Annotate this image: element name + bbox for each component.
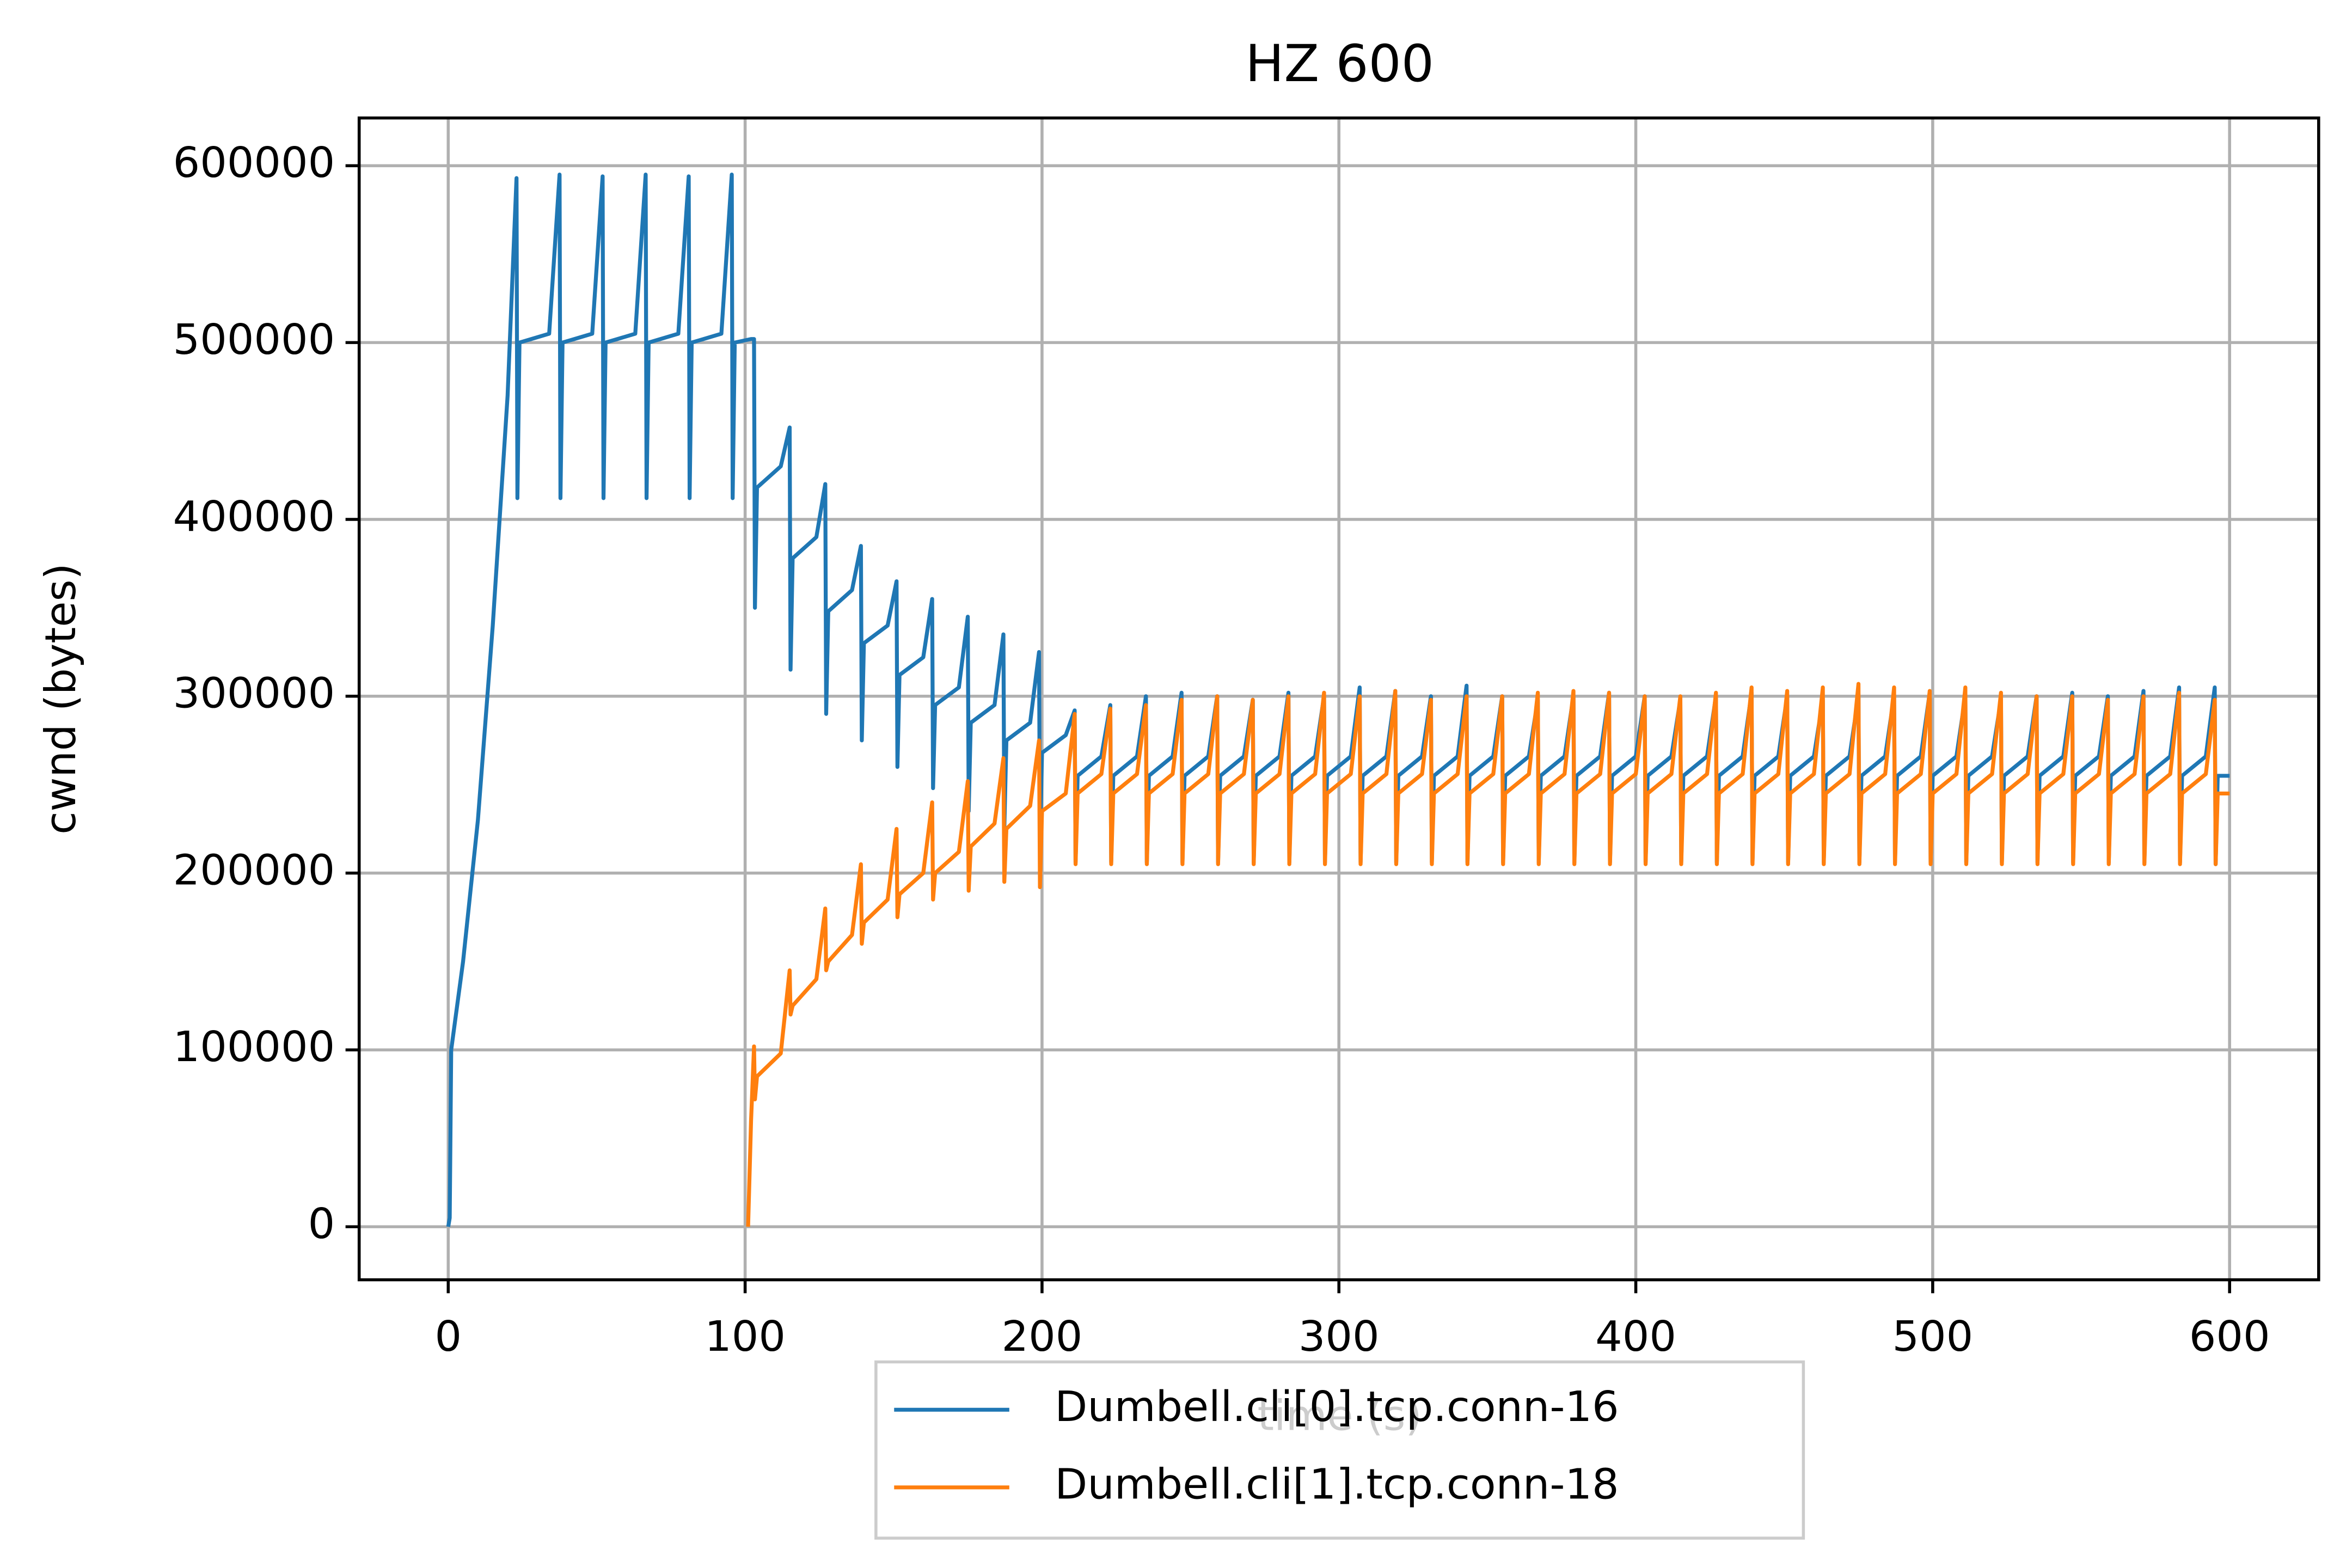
legend-box — [874, 1360, 1805, 1540]
chart-title: HZ 600 — [1245, 35, 1434, 94]
legend-label: Dumbell.cli[0].tcp.conn-16 — [1055, 1383, 1619, 1431]
y-tick-label: 200000 — [173, 846, 335, 895]
y-tick-label: 600000 — [173, 139, 335, 187]
y-tick-label: 400000 — [173, 492, 335, 541]
x-tick-label: 200 — [1002, 1313, 1083, 1361]
x-tick-label: 400 — [1595, 1313, 1676, 1361]
legend-label: Dumbell.cli[1].tcp.conn-18 — [1055, 1460, 1619, 1509]
series-line — [746, 682, 2230, 1227]
x-tick-label: 0 — [434, 1313, 462, 1361]
plot-frame — [357, 116, 2320, 1282]
y-tick-label: 100000 — [173, 1023, 335, 1071]
x-tick-label: 500 — [1892, 1313, 1973, 1361]
y-axis-label: cwnd (bytes) — [36, 564, 86, 835]
y-tick-label: 300000 — [173, 669, 335, 718]
x-tick-label: 100 — [705, 1313, 786, 1361]
x-tick-label: 300 — [1298, 1313, 1380, 1361]
y-tick-label: 0 — [308, 1200, 335, 1248]
series-line — [446, 173, 2230, 1227]
x-tick-label: 600 — [2189, 1313, 2270, 1361]
y-tick-label: 500000 — [173, 316, 335, 364]
